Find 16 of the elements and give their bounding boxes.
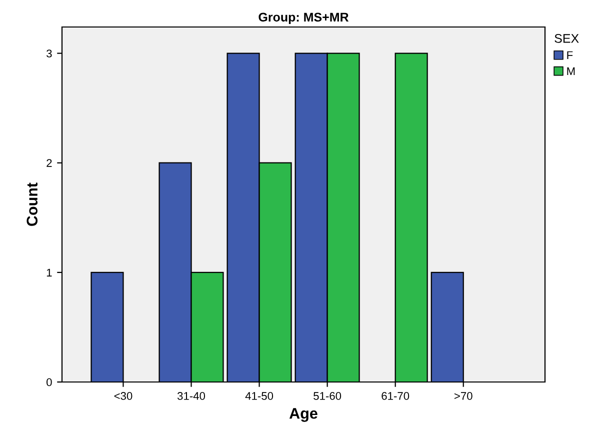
x-tick-label: 51-60: [314, 392, 342, 400]
x-tick-label: 31-40: [177, 392, 206, 400]
y-tick-label: 3: [46, 50, 52, 58]
y-axis-title: Count: [26, 182, 38, 226]
legend-label: F: [567, 51, 573, 59]
x-axis-title: Age: [289, 408, 318, 422]
legend-title: SEX: [554, 34, 579, 43]
chart-title: Group: MS+MR: [258, 12, 349, 24]
x-tick-label: 41-50: [245, 392, 274, 400]
x-tick-label: >70: [454, 392, 472, 400]
y-tick-label: 1: [46, 268, 52, 276]
legend-label: M: [567, 67, 575, 75]
x-tick-label: 61-70: [382, 392, 410, 400]
y-tick-label: 0: [46, 378, 52, 386]
x-tick-label: <30: [114, 392, 132, 400]
y-tick-label: 2: [46, 159, 52, 167]
